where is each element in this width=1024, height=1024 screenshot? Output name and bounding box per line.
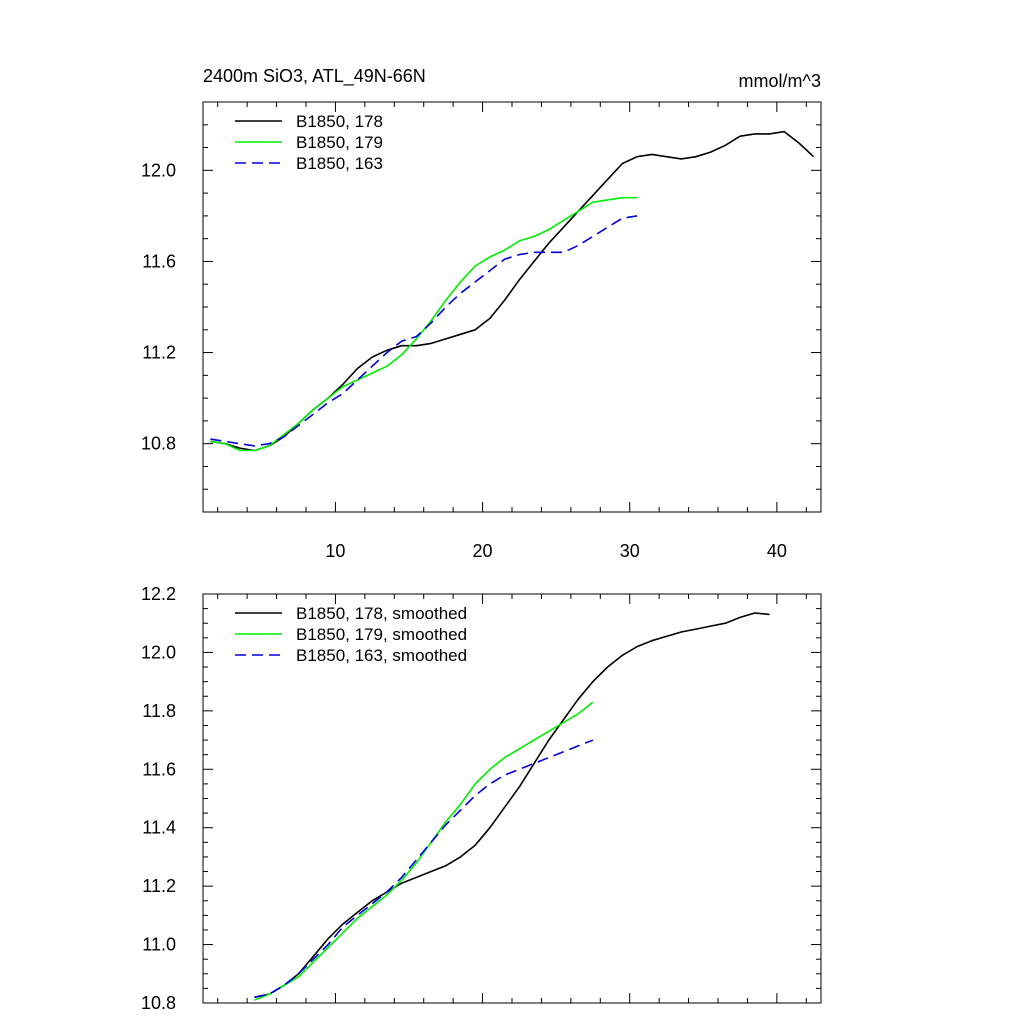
y-tick-label: 11.8 — [142, 701, 176, 721]
x-tick-label: 10 — [325, 541, 345, 561]
legend-label: B1850, 178 — [296, 112, 383, 131]
series-line — [254, 701, 594, 1001]
y-tick-label: 12.0 — [141, 642, 176, 662]
legend-label: B1850, 178, smoothed — [296, 604, 467, 623]
y-tick-label: 11.2 — [142, 343, 176, 363]
series-line — [210, 130, 815, 452]
series-line — [254, 739, 594, 998]
y-tick-label: 10.8 — [141, 993, 176, 1013]
series-line — [210, 196, 638, 452]
y-tick-label: 11.6 — [142, 251, 176, 271]
y-tick-label: 12.0 — [141, 160, 176, 180]
legend-label: B1850, 163, smoothed — [296, 646, 467, 665]
y-tick-label: 11.2 — [142, 876, 176, 896]
series-line — [254, 612, 770, 998]
y-tick-label: 10.8 — [141, 434, 176, 454]
x-tick-label: 30 — [620, 541, 640, 561]
legend-label: B1850, 179, smoothed — [296, 625, 467, 644]
bottom-panel: 10.8 11.0 11.2 11.4 11.6 11.8 12.0 12.2 B1850, 1… — [141, 584, 822, 1013]
chart-title: 2400m SiO3, ATL_49N-66N — [203, 66, 426, 87]
y-tick-label: 12.2 — [141, 584, 176, 604]
x-tick-label: 40 — [767, 541, 787, 561]
top-panel: 10 20 30 40 10.8 11.2 11.6 12.0 B1850, 178 B1850,… — [141, 101, 822, 561]
y-tick-label: 11.4 — [142, 818, 176, 838]
series-line — [210, 215, 638, 447]
chart-units-label: mmol/m^3 — [739, 71, 821, 91]
y-tick-label: 11.0 — [142, 935, 176, 955]
legend-label: B1850, 163 — [296, 154, 383, 173]
legend-label: B1850, 179 — [296, 133, 383, 152]
x-tick-label: 20 — [473, 541, 493, 561]
y-tick-label: 11.6 — [142, 759, 176, 779]
